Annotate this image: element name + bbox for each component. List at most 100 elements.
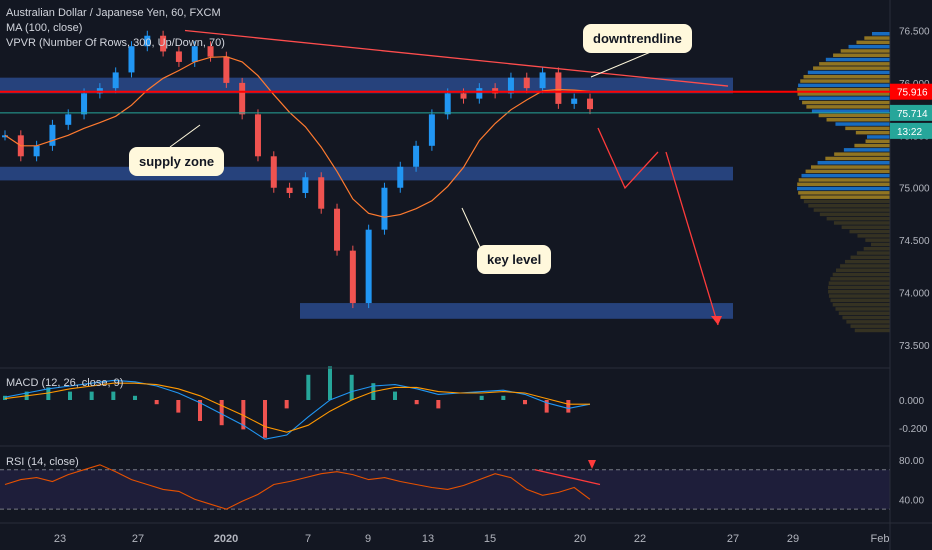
- rsi-line: [4, 464, 591, 510]
- time-tick-label: 20: [574, 533, 586, 545]
- volume-bar: [856, 251, 890, 255]
- candle-body: [555, 72, 562, 104]
- volume-bar: [844, 259, 890, 264]
- volume-bar: [834, 152, 890, 156]
- candle-body: [81, 93, 88, 115]
- time-tick-label: Feb: [871, 533, 890, 545]
- ma-line: [4, 56, 591, 218]
- macd-histogram-bar: [198, 400, 202, 421]
- price-tag-timer-bg: [890, 122, 932, 139]
- volume-bar: [797, 87, 890, 92]
- volume-bar: [817, 161, 890, 165]
- volume-bar: [863, 247, 890, 251]
- volume-bar: [826, 118, 890, 122]
- time-tick-label: 13: [422, 533, 434, 545]
- macd-histogram-bar: [133, 395, 137, 400]
- price-tag-timer: 13:22: [897, 127, 922, 138]
- volume-bar: [826, 216, 890, 221]
- candle-body: [381, 187, 388, 230]
- price-tag-red: 75.916: [897, 88, 928, 99]
- price-tag-teal-bg: [890, 104, 932, 121]
- price-tick-label: 75.000: [899, 184, 930, 195]
- price-pane: [0, 30, 733, 319]
- volume-bar: [802, 100, 890, 105]
- volume-bar: [818, 113, 890, 118]
- volume-bar: [832, 272, 890, 277]
- volume-bar: [810, 165, 890, 169]
- volume-bar: [797, 182, 890, 186]
- candle-body: [523, 77, 530, 89]
- time-tick-label: 15: [484, 533, 496, 545]
- projection-arrow-1: [597, 127, 659, 190]
- volume-bar: [805, 169, 890, 174]
- volume-bar: [841, 225, 890, 229]
- candle-body: [365, 229, 372, 304]
- volume-bar: [830, 298, 890, 303]
- candle-body: [318, 177, 325, 209]
- price-tag-teal: 75.714: [897, 109, 928, 120]
- macd-histogram-bar: [306, 374, 311, 400]
- volume-bar: [811, 109, 890, 113]
- candle-body: [33, 145, 40, 157]
- volume-bar: [835, 307, 890, 311]
- macd-legend: MACD (12, 26, close, 9): [6, 377, 124, 389]
- price-tick-label: 74.000: [899, 289, 930, 300]
- key-level-annotation[interactable]: key level: [477, 245, 552, 274]
- volume-bar: [843, 148, 890, 152]
- candle-body: [175, 51, 182, 62]
- volume-bar: [833, 221, 890, 225]
- volume-bar: [867, 135, 890, 139]
- volume-bar: [828, 294, 890, 298]
- projection-arrow-2: [665, 151, 719, 326]
- volume-bar: [808, 204, 890, 208]
- candle-body: [270, 156, 277, 188]
- volume-bar: [855, 130, 890, 135]
- volume-bar: [865, 238, 890, 242]
- volume-bar: [865, 139, 890, 143]
- candle-body: [397, 166, 404, 188]
- rsi-tick-label: 40.00: [899, 495, 924, 506]
- macd-histogram-bar: [176, 400, 181, 413]
- volume-bar: [833, 53, 890, 57]
- candle-body: [191, 46, 198, 62]
- volume-bar: [864, 36, 890, 40]
- candle-body: [413, 145, 420, 167]
- volume-bar: [828, 281, 890, 285]
- volume-bar: [803, 199, 890, 204]
- volume-bar: [848, 44, 890, 49]
- volume-bar: [842, 315, 890, 320]
- volume-bar: [838, 311, 890, 315]
- volume-bar: [854, 143, 890, 148]
- macd-histogram-bar: [544, 400, 549, 413]
- supply-zone-connector: [169, 124, 201, 148]
- zone-rect: [0, 77, 733, 94]
- volume-bar: [850, 324, 890, 328]
- candle-body: [460, 93, 467, 99]
- macd-histogram-bar: [436, 400, 441, 409]
- volume-bar: [819, 62, 890, 66]
- time-tick-label: 29: [787, 533, 799, 545]
- candle-body: [587, 98, 593, 110]
- volume-profile: [797, 32, 890, 333]
- macd-histogram-bar: [479, 395, 484, 400]
- rsi-tick-label: 80.00: [899, 456, 924, 467]
- candle-body: [349, 250, 356, 304]
- macd-histogram-bar: [111, 391, 116, 400]
- downtrendline-annotation[interactable]: downtrendline: [583, 24, 692, 53]
- candle-body: [444, 93, 451, 115]
- macd-tick-label: 0.000: [899, 396, 924, 407]
- volume-bar: [832, 302, 890, 307]
- zone-rect: [300, 303, 733, 319]
- key-level-connector: [461, 207, 481, 248]
- macd-histogram-bar: [89, 391, 94, 400]
- time-tick-label: 27: [727, 533, 739, 545]
- volume-bar: [845, 126, 890, 131]
- volume-bar: [828, 290, 890, 294]
- macd-histogram-bar: [523, 400, 527, 405]
- arrow-head: [711, 316, 722, 325]
- candle-body: [49, 124, 56, 146]
- candle-body: [223, 56, 230, 83]
- supply-zone-annotation[interactable]: supply zone: [129, 147, 225, 176]
